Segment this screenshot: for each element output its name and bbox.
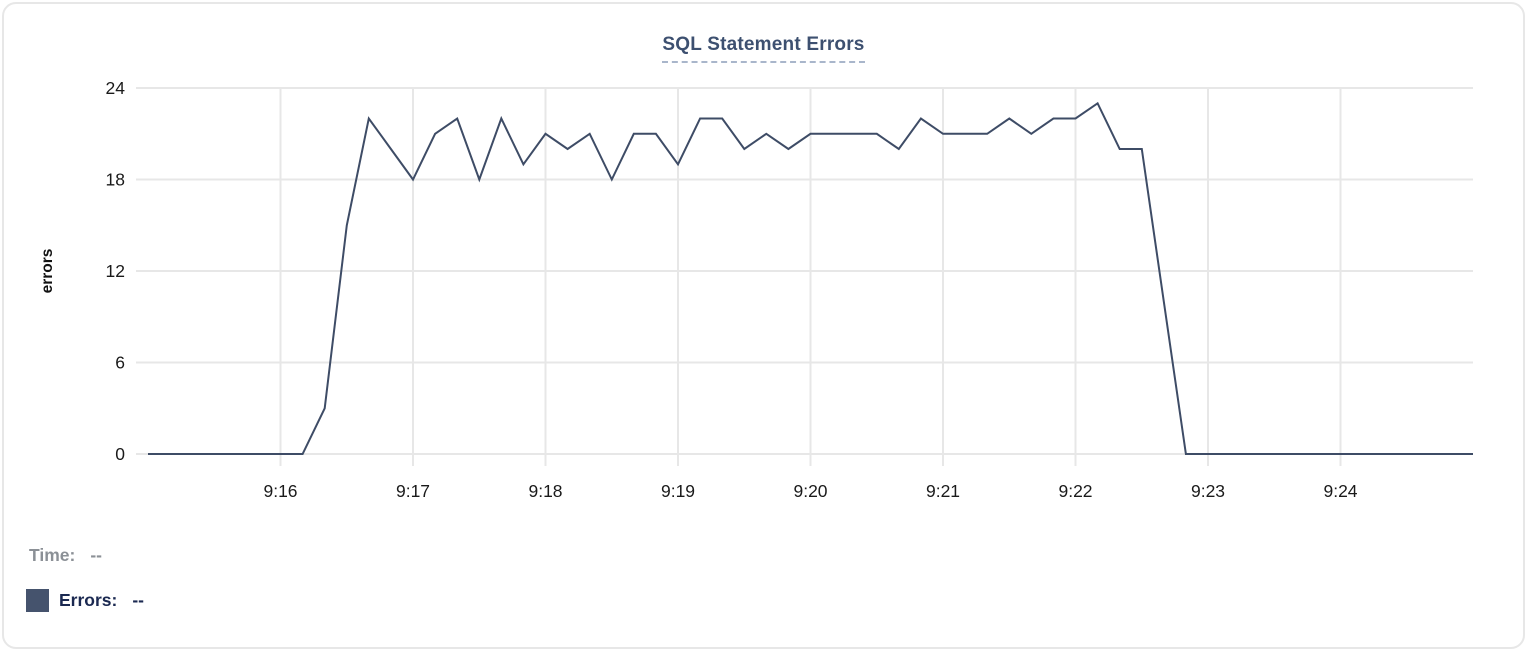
- y-tick-label-6: 6: [115, 353, 125, 373]
- x-tick-label-9:24: 9:24: [1323, 481, 1357, 501]
- x-tick-label-9:23: 9:23: [1191, 481, 1225, 501]
- tooltip-time-value: --: [90, 545, 103, 565]
- sql-errors-chart[interactable]: 0 6 12 18 24 9:16 9:17 9:18 9:19 9:20 9:21 9:22 9:2…: [4, 4, 1528, 514]
- x-tick-label-9:18: 9:18: [528, 481, 562, 501]
- chart-title[interactable]: SQL Statement Errors: [662, 34, 865, 63]
- y-axis-tick-labels: 0 6 12 18 24: [106, 78, 126, 464]
- chart-title-wrap: SQL Statement Errors: [4, 34, 1523, 63]
- x-tick-label-9:20: 9:20: [793, 481, 827, 501]
- x-tick-label-9:16: 9:16: [263, 481, 297, 501]
- errors-series-swatch-icon: [26, 589, 49, 612]
- y-axis-label: errors: [39, 249, 56, 294]
- vertical-gridlines: [279, 88, 1342, 466]
- x-tick-label-9:21: 9:21: [926, 481, 960, 501]
- errors-series-line[interactable]: [148, 101, 1473, 455]
- x-axis-tick-labels: 9:16 9:17 9:18 9:19 9:20 9:21 9:22 9:23 9:24: [263, 481, 1357, 501]
- horizontal-gridlines: [136, 87, 1473, 455]
- x-tick-label-9:19: 9:19: [661, 481, 695, 501]
- tooltip-errors-label: Errors:: [59, 590, 118, 610]
- tooltip-errors-row: Errors: --: [26, 589, 144, 612]
- tooltip-errors-value: --: [132, 590, 145, 610]
- y-tick-label-18: 18: [106, 170, 125, 190]
- tooltip-time-label: Time:: [29, 545, 76, 565]
- x-tick-label-9:22: 9:22: [1058, 481, 1092, 501]
- y-tick-label-12: 12: [106, 261, 125, 281]
- y-tick-label-24: 24: [106, 78, 126, 98]
- x-tick-label-9:17: 9:17: [396, 481, 430, 501]
- y-tick-label-0: 0: [115, 444, 125, 464]
- tooltip-time-row: Time: --: [29, 545, 102, 566]
